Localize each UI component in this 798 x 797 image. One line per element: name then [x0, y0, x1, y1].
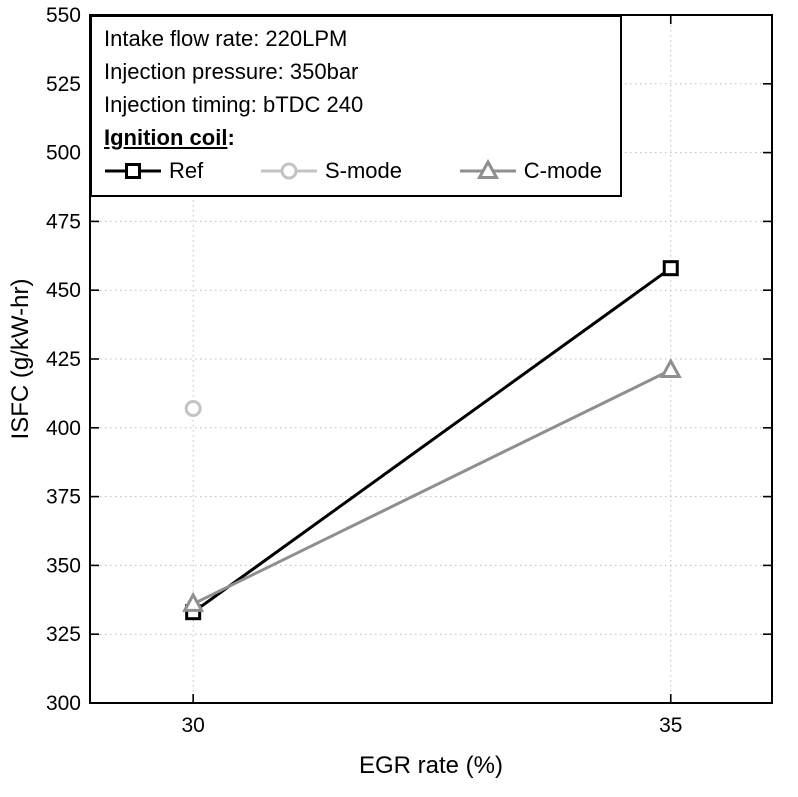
y-tick-label: 400 — [46, 417, 81, 440]
series-line-C-mode — [192, 368, 672, 606]
marker-circle — [184, 400, 202, 418]
y-tick-label: 425 — [46, 348, 81, 371]
legend-entry-Ref: Ref — [104, 154, 203, 187]
marker-circle — [280, 162, 298, 179]
legend-box: Intake flow rate: 220LPM Injection press… — [90, 15, 622, 197]
legend-glyph-circle — [260, 162, 317, 179]
legend-label: C-mode — [523, 158, 602, 183]
legend-glyph-triangle — [459, 158, 516, 179]
y-tick-label: 325 — [46, 623, 81, 646]
annotation-injection-timing: Injection timing: bTDC 240 — [104, 92, 364, 117]
y-tick-label: 450 — [46, 279, 81, 302]
y-tick-label: 500 — [46, 142, 81, 165]
legend-entry-C-mode: C-mode — [459, 154, 602, 187]
y-tick-label: 375 — [46, 486, 81, 509]
legend-title: Ignition coil: — [104, 121, 608, 154]
y-tick-label: 350 — [46, 554, 81, 577]
marker-triangle — [659, 357, 682, 379]
legend-label: S-mode — [324, 158, 403, 183]
y-tick-label: 475 — [46, 210, 81, 233]
y-axis-label: ISFC (g/kW-hr) — [7, 279, 34, 440]
y-tick-label: 300 — [46, 692, 81, 715]
marker-square — [125, 162, 141, 179]
x-tick-label: 35 — [659, 714, 682, 737]
annotation-injection-pressure: Injection pressure: 350bar — [104, 59, 359, 84]
legend-entry-S-mode: S-mode — [260, 154, 402, 187]
legend-entries: Ref S-mode C-mode — [104, 154, 608, 187]
marker-triangle — [182, 591, 205, 612]
legend-title-text: Ignition coil — [104, 125, 228, 150]
legend-glyph-square — [105, 162, 161, 179]
legend-label: Ref — [169, 158, 204, 183]
x-tick-label: 30 — [181, 714, 204, 737]
marker-triangle — [476, 158, 499, 179]
y-tick-label: 550 — [46, 4, 81, 27]
series-line-Ref — [192, 266, 672, 614]
legend-title-colon: : — [227, 125, 235, 150]
y-tick-label: 525 — [46, 73, 81, 96]
x-axis-label: EGR rate (%) — [359, 752, 503, 779]
marker-square — [662, 260, 679, 277]
annotation-intake-flow: Intake flow rate: 220LPM — [104, 26, 348, 51]
